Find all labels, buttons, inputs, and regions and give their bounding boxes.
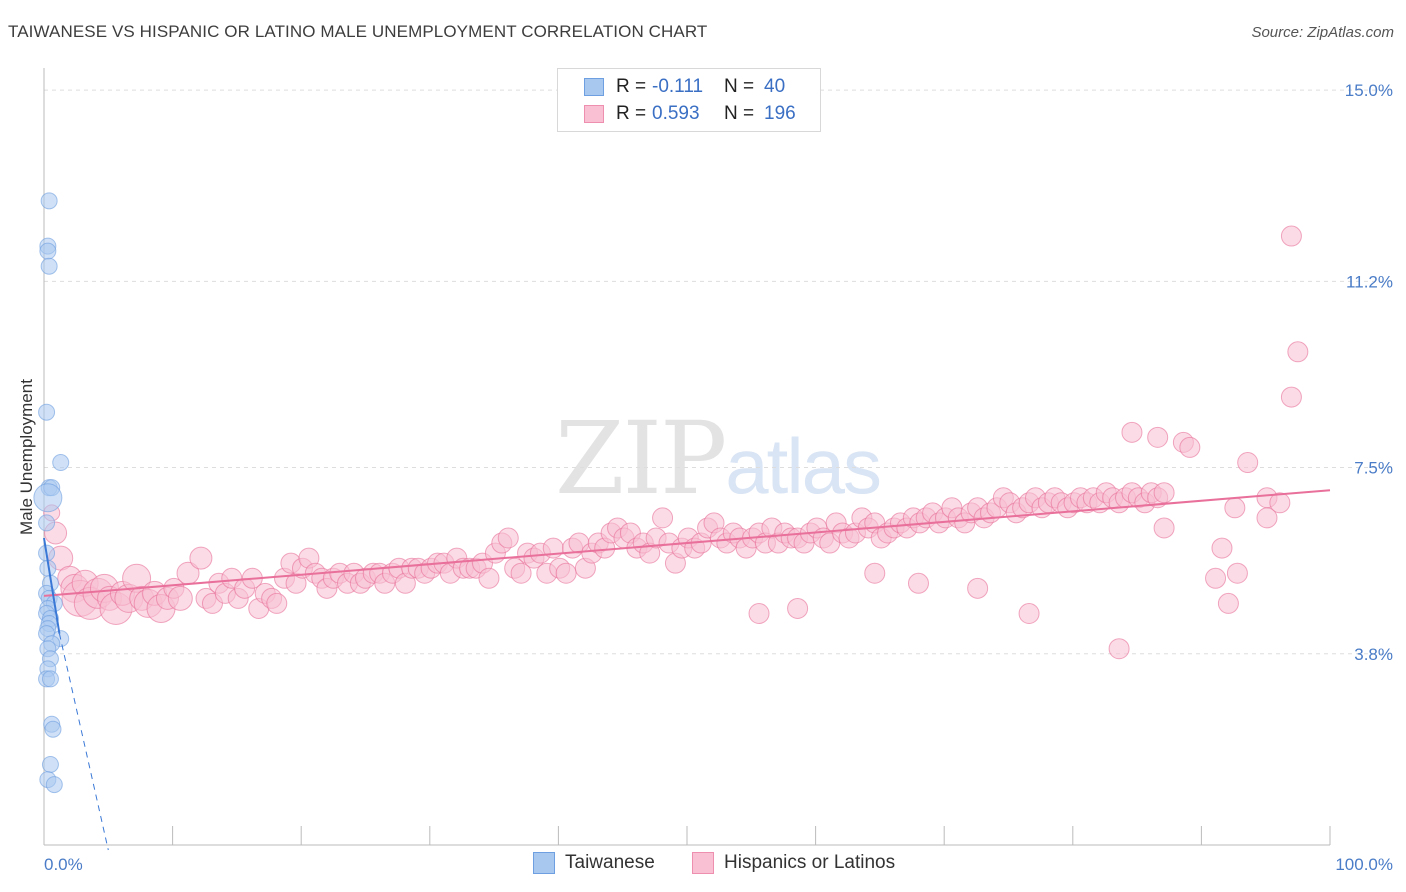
watermark: ZIPatlas [555, 400, 882, 517]
hispanic-point [1205, 567, 1227, 589]
y-axis-label: Male Unemployment [17, 379, 36, 535]
hispanic-points [43, 225, 1309, 660]
hispanic-point [1108, 638, 1130, 660]
hispanic-point [1147, 426, 1169, 448]
hispanic-point [1179, 436, 1201, 458]
chart-title: TAIWANESE VS HISPANIC OR LATINO MALE UNE… [8, 22, 708, 41]
legend-r-label: R = [616, 76, 647, 97]
hispanic-point [1237, 452, 1259, 474]
watermark-atlas: atlas [725, 422, 882, 510]
hispanic-point [1226, 562, 1248, 584]
legend-n-label: N = [724, 103, 755, 124]
stats-legend: R = -0.111 N = 40 R = 0.593 N = 196 [557, 68, 821, 132]
hispanic-point [748, 602, 770, 624]
taiwanese-point [41, 670, 59, 688]
tick-labels: 3.8% 7.5% 11.2% 15.0% 0.0% 100.0% [44, 81, 1393, 874]
legend-r-value: 0.593 [652, 103, 700, 124]
taiwanese-point [40, 257, 58, 275]
taiwanese-point [33, 483, 63, 513]
watermark-zip: ZIP [555, 400, 727, 517]
bottom-legend-label: Hispanics or Latinos [724, 852, 896, 873]
taiwanese-point [39, 242, 57, 260]
gridlines [44, 89, 1392, 655]
taiwanese-point [38, 403, 56, 421]
hispanic-point [1217, 592, 1239, 614]
hispanic-point [907, 572, 929, 594]
hispanic-point [1211, 537, 1233, 559]
bottom-legend-hispanic[interactable]: Hispanics or Latinos [692, 852, 895, 874]
legend-r-value: -0.111 [652, 76, 704, 97]
source-label: Source: ZipAtlas.com [1251, 24, 1394, 41]
legend-n-value: 40 [764, 76, 786, 97]
hispanic-point [1224, 497, 1246, 519]
hispanic-point [167, 585, 193, 611]
hispanic-point [652, 507, 674, 529]
y-tick-label: 7.5% [1354, 459, 1393, 478]
hispanic-point [1287, 341, 1309, 363]
hispanic-point [189, 546, 213, 570]
taiwanese-point [52, 454, 70, 472]
hispanic-point [478, 567, 500, 589]
legend-row-taiwanese: R = -0.111 N = 40 [584, 75, 785, 99]
taiwanese-points [33, 192, 70, 794]
hispanic-point [1280, 225, 1302, 247]
taiwanese-point [41, 755, 59, 773]
hispanic-point [1280, 386, 1302, 408]
hispanic-trend-line [43, 489, 1331, 597]
legend-n-value: 196 [764, 103, 796, 124]
hispanic-point [1153, 517, 1175, 539]
legend-swatch-taiwanese [584, 78, 604, 96]
taiwanese-point [45, 776, 63, 794]
taiwanese-trend-extension [58, 633, 109, 851]
hispanic-point [510, 562, 532, 584]
y-tick-label: 15.0% [1345, 81, 1393, 100]
y-tick-label: 3.8% [1354, 645, 1393, 664]
x-tick-label-max: 100.0% [1335, 855, 1393, 874]
bottom-swatch-taiwanese [533, 852, 555, 874]
bottom-legend-label: Taiwanese [565, 852, 655, 873]
bottom-legend-taiwanese[interactable]: Taiwanese [533, 852, 655, 874]
taiwanese-point [44, 720, 62, 738]
hispanic-point [787, 597, 809, 619]
x-tick-label-min: 0.0% [44, 855, 83, 874]
legend-row-hispanic: R = 0.593 N = 196 [584, 102, 796, 126]
hispanic-point [1121, 421, 1143, 443]
taiwanese-trend-line [43, 537, 61, 634]
hispanic-point [864, 562, 886, 584]
hispanic-point [967, 577, 989, 599]
hispanic-point [1018, 602, 1040, 624]
bottom-swatch-hispanic [692, 852, 714, 874]
legend-swatch-hispanic [584, 105, 604, 123]
legend-r-label: R = [616, 103, 647, 124]
legend-n-label: N = [724, 76, 755, 97]
hispanic-point [1256, 507, 1278, 529]
y-tick-label: 11.2% [1346, 272, 1393, 291]
hispanic-point [555, 562, 577, 584]
hispanic-point [1269, 492, 1291, 514]
hispanic-point [1153, 482, 1175, 504]
hispanic-point [266, 592, 288, 614]
hispanic-point [497, 527, 519, 549]
trend-lines [43, 489, 1331, 851]
taiwanese-point [40, 192, 58, 210]
taiwanese-point [38, 514, 56, 532]
axes [43, 68, 1331, 846]
